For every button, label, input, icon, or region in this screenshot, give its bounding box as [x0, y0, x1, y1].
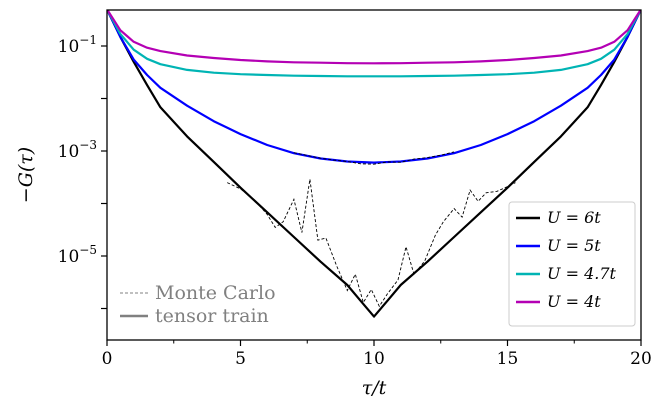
- x-axis-label: τ/t: [362, 377, 387, 399]
- series-u-4t-tensor-train: [107, 10, 641, 65]
- legend-box: [508, 201, 636, 327]
- method-legend-label: tensor train: [155, 305, 269, 327]
- axis-ticks: 0 5 10 15 20 10−1 10−3 10−5: [58, 33, 652, 369]
- plot-lines: [107, 10, 641, 318]
- series-u-5t-tensor-train: [107, 10, 641, 164]
- series-u-6t-tensor-train: [107, 10, 641, 318]
- series-u-6t-monte-carlo: [227, 179, 516, 308]
- y-tick-label: 10−5: [58, 243, 97, 267]
- legend-label: U = 5t: [547, 236, 601, 255]
- y-tick-label: 10−1: [58, 33, 97, 57]
- x-tick-label: 5: [235, 349, 246, 369]
- series-u-4-7t-tensor-train: [107, 10, 641, 78]
- x-tick-label: 0: [102, 349, 113, 369]
- legend: U = 6t U = 5t U = 4.7t U = 4t: [508, 201, 636, 327]
- series-u-5t-monte-carlo: [293, 151, 455, 165]
- y-axis-label: −G(τ): [15, 147, 37, 203]
- legend-label: U = 4t: [547, 292, 601, 311]
- x-tick-label: 10: [363, 349, 385, 369]
- legend-label: U = 4.7t: [547, 264, 617, 283]
- x-tick-label: 15: [497, 349, 519, 369]
- x-tick-label: 20: [630, 349, 652, 369]
- y-tick-label: 10−3: [58, 138, 97, 162]
- legend-label: U = 6t: [547, 208, 601, 227]
- method-legend-label: Monte Carlo: [155, 282, 276, 304]
